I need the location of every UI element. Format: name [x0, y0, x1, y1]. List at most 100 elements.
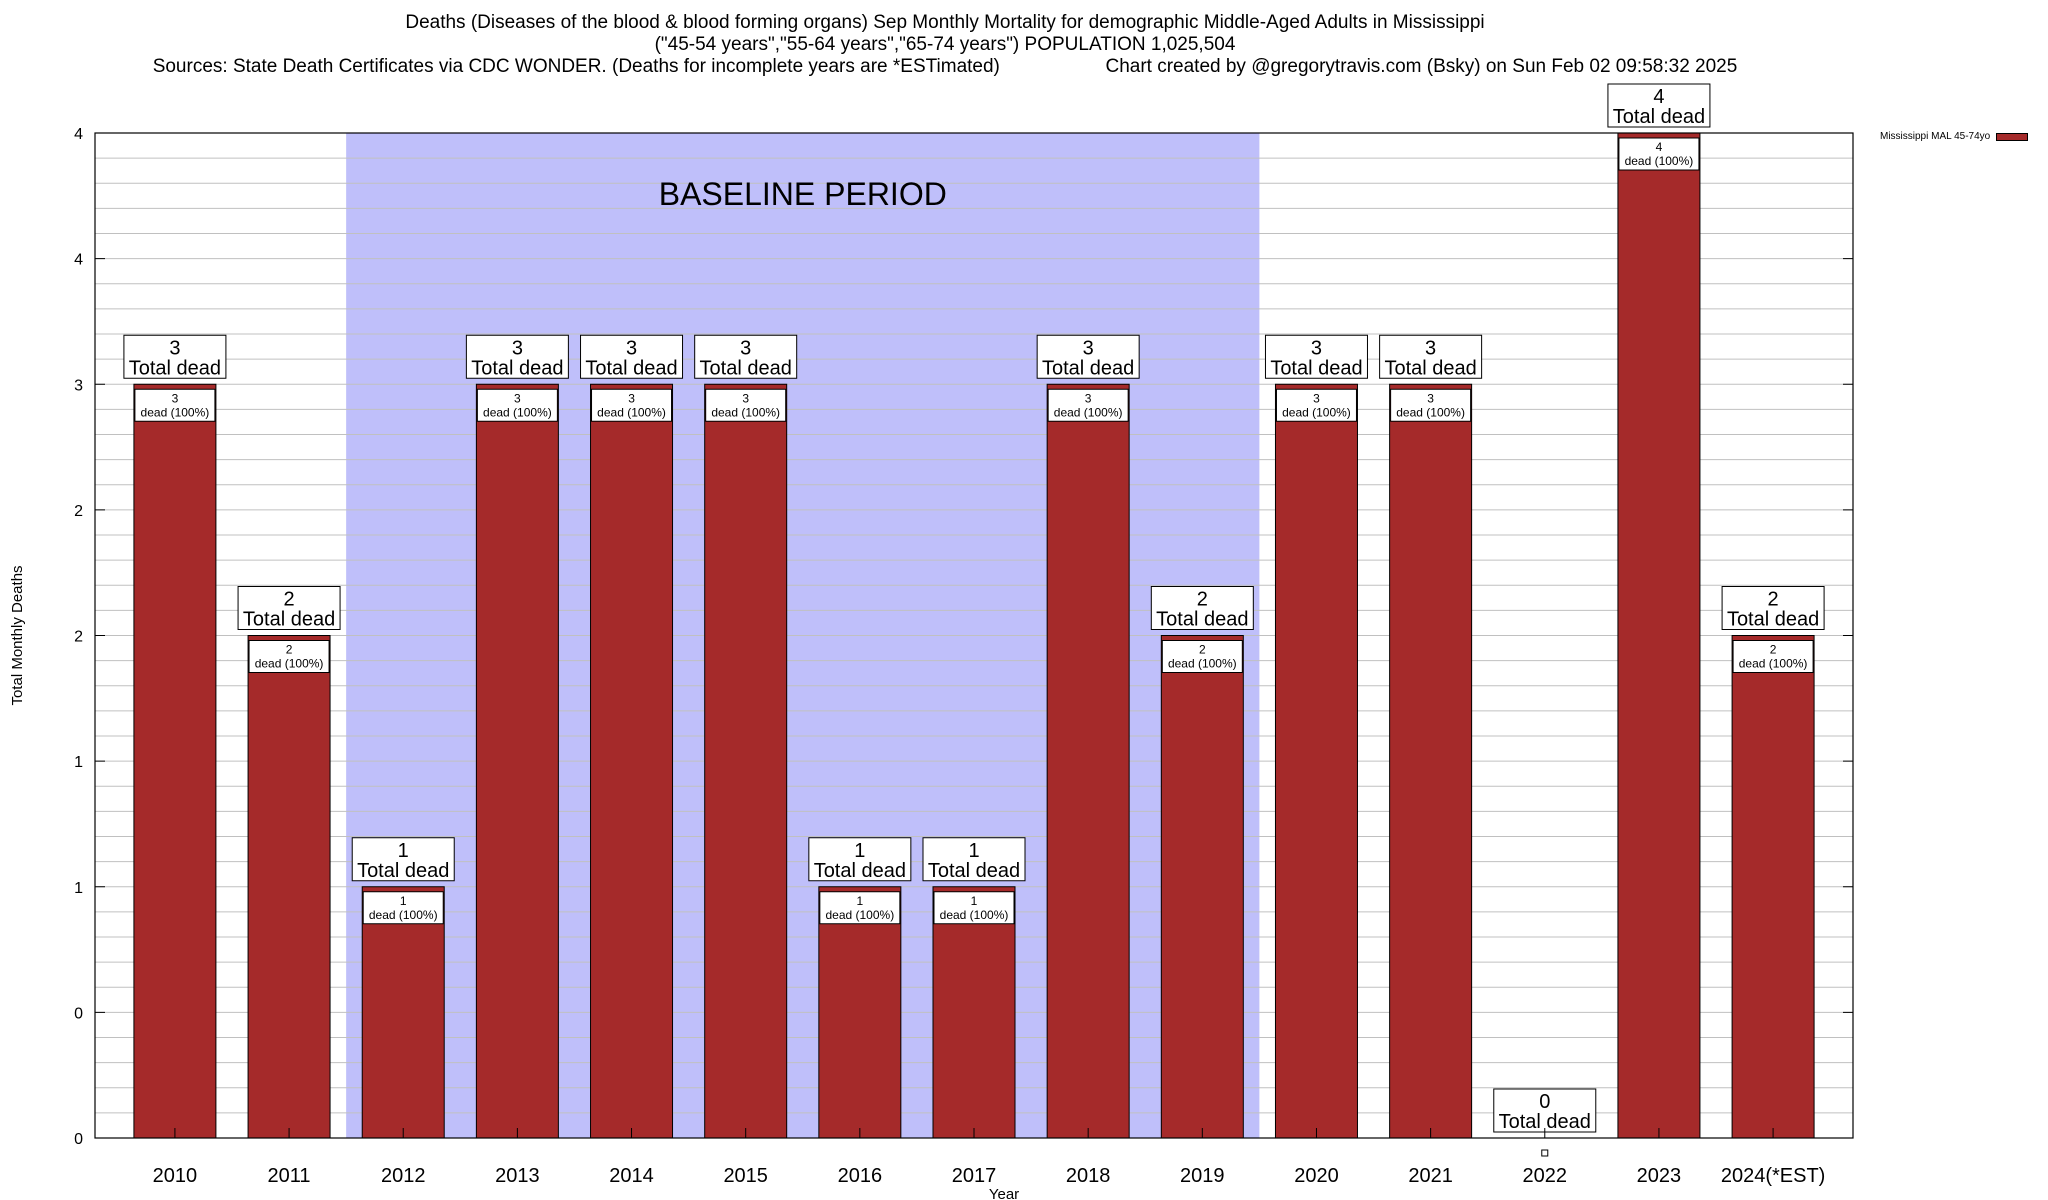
bar-top-value: 3 — [512, 337, 523, 359]
bar-top-label: Total dead — [357, 860, 449, 882]
bar — [475, 383, 559, 1139]
bar-inner-label: dead (100%) — [1625, 154, 1694, 168]
bar-top-label: Total dead — [814, 860, 906, 882]
bar-top-value: 0 — [1539, 1091, 1550, 1113]
x-tick-label: 2011 — [268, 1165, 311, 1187]
bar-inner-label: dead (100%) — [369, 908, 438, 922]
bar-inner-label: dead (100%) — [483, 405, 552, 419]
bar-top-label-box — [237, 586, 341, 630]
bar-inner-label-box — [362, 891, 444, 925]
chart-title: Deaths (Diseases of the blood & blood fo… — [0, 12, 1890, 78]
bar-top-label: Total dead — [928, 860, 1020, 882]
bar-inner-value: 4 — [1656, 140, 1663, 154]
bar-inner-label: dead (100%) — [141, 405, 210, 419]
x-tick-label: 2015 — [723, 1165, 768, 1187]
bar-inner-label-box — [705, 388, 787, 422]
bar-top-value: 3 — [626, 337, 637, 359]
baseline-period-label: BASELINE PERIOD — [659, 176, 947, 212]
bar-top-value: 3 — [1311, 337, 1322, 359]
bar-inner-label-box — [1618, 137, 1700, 171]
y-tick-label: 4 — [74, 126, 83, 143]
bar-top-label: Total dead — [1156, 609, 1248, 631]
bar — [133, 383, 217, 1139]
bar-inner-value: 2 — [286, 643, 293, 657]
y-tick-label: 2 — [74, 503, 83, 520]
bar-inner-value: 3 — [514, 391, 521, 405]
title-sources: Sources: State Death Certificates via CD… — [152, 56, 1000, 77]
bar-inner-label-box — [933, 891, 1015, 925]
title-line-1: Deaths (Diseases of the blood & blood fo… — [405, 12, 1485, 33]
x-tick-label: 2020 — [1294, 1165, 1339, 1187]
bar-inner-value: 1 — [857, 894, 864, 908]
bar-top-label-box — [1721, 586, 1825, 630]
x-tick-label: 2010 — [153, 1165, 198, 1187]
bar-top-value: 2 — [1197, 589, 1208, 611]
bar-inner-label-box — [819, 891, 901, 925]
bar-inner-label-box — [1275, 388, 1357, 422]
bar — [247, 635, 331, 1139]
x-tick-label: 2012 — [381, 1165, 426, 1187]
bar-top-label: Total dead — [585, 357, 677, 379]
bar — [1274, 383, 1358, 1139]
bar-top-label-box — [1607, 83, 1711, 128]
bar — [590, 383, 674, 1139]
x-tick-label: 2018 — [1066, 1165, 1111, 1187]
x-tick-label: 2022 — [1523, 1165, 1568, 1187]
legend-swatch — [1996, 132, 2029, 141]
bar-inner-value: 3 — [742, 391, 749, 405]
bar — [1160, 635, 1244, 1139]
bar-top-label-box — [694, 334, 798, 379]
bar-inner-value: 3 — [628, 391, 635, 405]
bar-top-label: Total dead — [471, 357, 563, 379]
bar-top-value: 2 — [284, 589, 295, 611]
bar-top-value: 3 — [1083, 337, 1094, 359]
y-tick-label: 3 — [74, 377, 83, 394]
bar-top-label: Total dead — [1384, 357, 1476, 379]
bar — [704, 383, 788, 1139]
bar-top-label: Total dead — [1613, 106, 1705, 128]
bar-inner-value: 2 — [1770, 643, 1777, 657]
x-tick-label: 2013 — [495, 1165, 540, 1187]
y-axis-ticks: 0 0 1 1 2 2 3 4 4 — [74, 126, 1853, 1148]
bar — [1046, 383, 1130, 1139]
bar-top-value: 1 — [398, 840, 409, 862]
x-tick-label: 2024(*EST) — [1721, 1165, 1826, 1187]
y-axis-title: Total Monthly Deaths — [9, 565, 26, 705]
bar-top-label: Total dead — [1727, 609, 1819, 631]
bar-top-value: 1 — [854, 840, 865, 862]
bar-top-label-box — [922, 837, 1026, 882]
bar-top-label-box — [123, 334, 227, 379]
bar-top-label: Total dead — [1270, 357, 1362, 379]
zero-marker — [1541, 1149, 1549, 1157]
bar-top-label-box — [1036, 334, 1140, 379]
bar-inner-value: 1 — [971, 894, 978, 908]
bar-top-label-box — [1150, 586, 1254, 630]
bar-top-label: Total dead — [700, 357, 792, 379]
bar-inner-label: dead (100%) — [1739, 657, 1808, 671]
y-tick-label: 4 — [74, 252, 83, 269]
bar-top-value: 3 — [169, 337, 180, 359]
bar-top-label: Total dead — [1499, 1111, 1591, 1133]
bar-inner-label-box — [1161, 640, 1243, 673]
bar-top-label-box — [580, 334, 684, 379]
x-tick-label: 2016 — [838, 1165, 883, 1187]
bar-top-label: Total dead — [129, 357, 221, 379]
bar-top-label-box — [351, 837, 455, 882]
bar-top-label-box — [465, 334, 569, 379]
bar-inner-label: dead (100%) — [940, 908, 1009, 922]
bar-inner-label: dead (100%) — [1282, 405, 1351, 419]
bar — [1731, 635, 1815, 1139]
